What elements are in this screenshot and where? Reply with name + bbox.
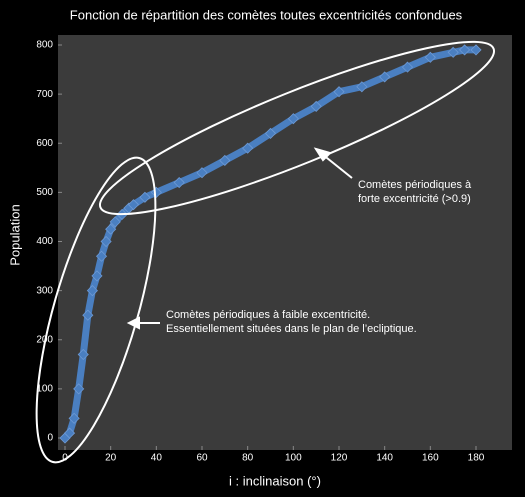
y-tick-label: 200 — [36, 334, 53, 345]
marker — [68, 412, 80, 424]
marker — [173, 176, 185, 189]
x-tick-label: 180 — [468, 453, 485, 464]
marker — [470, 44, 482, 56]
y-axis-label: Population — [7, 204, 22, 265]
x-tick-label: 60 — [196, 453, 208, 464]
marker — [264, 127, 277, 139]
marker — [333, 86, 345, 98]
y-tick-label: 0 — [47, 433, 53, 444]
annotation: Comètes périodiques à — [358, 179, 472, 191]
marker — [401, 61, 414, 73]
marker — [64, 427, 76, 439]
annotation: Comètes périodiques à faible excentricit… — [166, 309, 370, 321]
marker — [139, 191, 151, 203]
plot-area — [58, 35, 512, 450]
marker — [95, 250, 108, 262]
arrow — [321, 153, 353, 179]
chart-title: Fonction de répartition des comètes tout… — [70, 7, 463, 22]
annotation: forte excentricité (>0.9) — [358, 193, 471, 205]
x-axis-label: i : inclinaison (°) — [229, 473, 321, 488]
marker — [379, 71, 391, 83]
marker — [86, 285, 98, 297]
marker — [219, 154, 231, 167]
annotation: Essentiellement situées dans le plan de … — [166, 323, 417, 335]
x-tick-label: 100 — [285, 453, 302, 464]
x-tick-label: 140 — [376, 453, 393, 464]
marker — [424, 51, 436, 63]
marker — [91, 270, 103, 282]
marker — [356, 81, 368, 93]
arrow-head — [313, 147, 332, 162]
x-tick-label: 0 — [62, 453, 68, 464]
marker — [196, 167, 208, 179]
plot — [58, 44, 482, 450]
marker — [459, 44, 471, 56]
marker — [447, 46, 459, 58]
arrow-head — [126, 316, 140, 330]
x-tick-label: 80 — [242, 453, 254, 464]
ellipse — [98, 40, 496, 216]
y-tick-label: 100 — [36, 384, 53, 395]
y-tick-label: 300 — [36, 285, 53, 296]
marker — [100, 235, 112, 248]
marker — [73, 383, 85, 395]
y-tick-label: 700 — [36, 89, 53, 100]
x-tick-label: 20 — [105, 453, 117, 464]
marker — [77, 348, 89, 361]
y-tick-label: 500 — [36, 187, 53, 198]
y-tick-label: 600 — [36, 138, 53, 149]
marker — [82, 309, 94, 321]
marker — [242, 142, 254, 154]
x-tick-label: 160 — [422, 453, 439, 464]
x-tick-label: 40 — [151, 453, 163, 464]
marker — [109, 216, 121, 228]
x-tick-label: 120 — [331, 453, 348, 464]
marker — [105, 223, 117, 235]
marker — [127, 199, 140, 211]
annotation-shapes — [35, 40, 496, 464]
y-tick-label: 400 — [36, 236, 53, 247]
marker — [287, 113, 299, 125]
y-tick-label: 800 — [36, 40, 53, 51]
marker — [310, 100, 322, 112]
